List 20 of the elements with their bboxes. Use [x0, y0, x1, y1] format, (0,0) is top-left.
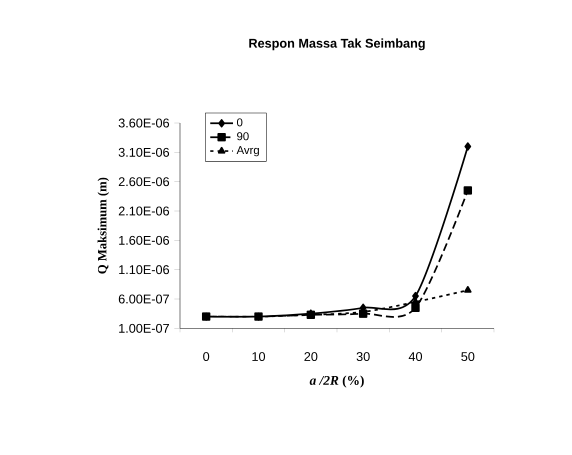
y-tick-label: 1.60E-06 [119, 236, 170, 245]
y-tick-label: 6.00E-07 [118, 294, 169, 304]
x-tick-label: 50 [461, 352, 474, 362]
y-tick-label: 1.10E-06 [119, 265, 170, 274]
x-tick-label: 30 [356, 352, 370, 362]
x-tick-label: 0 [203, 352, 210, 362]
y-axis-title: Q Maksimum (m) [98, 178, 110, 274]
x-axis-title: a /2R (%) [310, 376, 364, 388]
y-tick-label: 1.00E-07 [119, 324, 169, 333]
x-tick-label: 10 [252, 352, 266, 362]
legend-label: Avrg [236, 146, 259, 156]
y-tick-label: 3.60E-06 [118, 118, 170, 128]
y-tick-label: 3.10E-06 [118, 148, 170, 157]
legend-label: 90 [237, 132, 249, 140]
y-tick-label: 2.10E-06 [118, 206, 170, 216]
legend-label: 0 [236, 118, 242, 126]
x-tick-label: 20 [304, 352, 318, 362]
x-tick-label: 40 [408, 352, 422, 362]
chart-title: Respon Massa Tak Seimbang [249, 38, 425, 50]
y-tick-label: 2.60E-06 [118, 177, 170, 186]
